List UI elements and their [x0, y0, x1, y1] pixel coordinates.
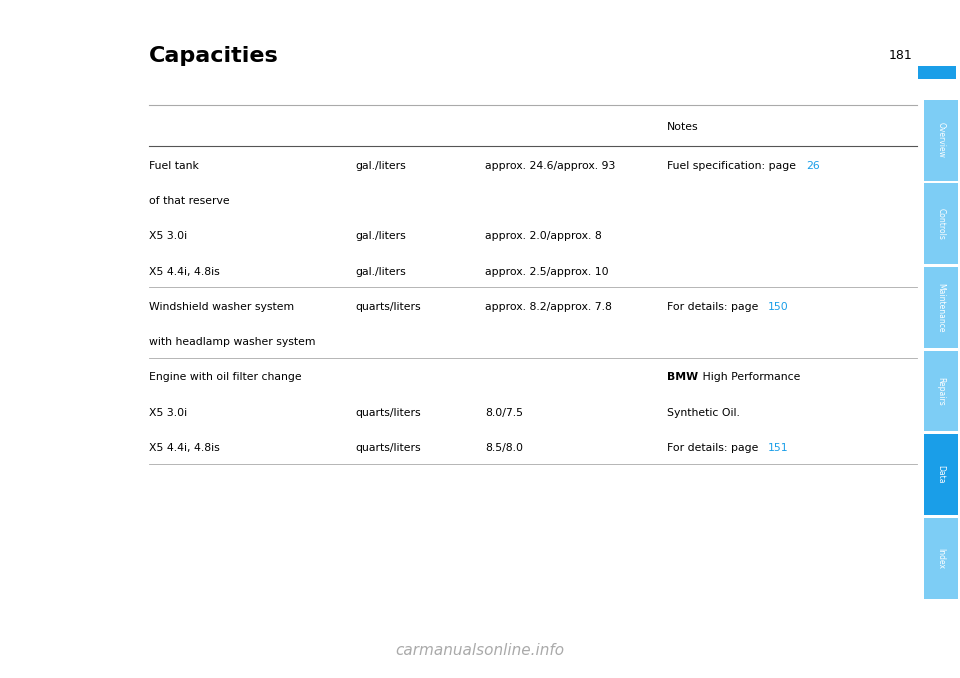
FancyBboxPatch shape [918, 66, 956, 79]
Text: High Performance: High Performance [699, 372, 801, 382]
Text: quarts/liters: quarts/liters [355, 443, 420, 453]
Text: approx. 2.0/approx. 8: approx. 2.0/approx. 8 [485, 231, 602, 241]
Text: quarts/liters: quarts/liters [355, 302, 420, 312]
Text: gal./liters: gal./liters [355, 266, 406, 277]
Text: 8.0/7.5: 8.0/7.5 [485, 407, 523, 418]
Text: Data: Data [936, 465, 946, 484]
Text: Windshield washer system: Windshield washer system [149, 302, 294, 312]
Text: Index: Index [936, 548, 946, 569]
Text: 151: 151 [767, 443, 788, 453]
Text: X5 4.4i, 4.8is: X5 4.4i, 4.8is [149, 443, 220, 453]
Text: Repairs: Repairs [936, 376, 946, 405]
Text: with headlamp washer system: with headlamp washer system [149, 337, 315, 347]
FancyBboxPatch shape [924, 351, 958, 431]
Text: carmanualsonline.info: carmanualsonline.info [396, 643, 564, 658]
Text: Fuel specification: page: Fuel specification: page [667, 161, 800, 171]
Text: Capacities: Capacities [149, 45, 278, 66]
FancyBboxPatch shape [924, 183, 958, 264]
Text: approx. 24.6/approx. 93: approx. 24.6/approx. 93 [485, 161, 615, 171]
Text: For details: page: For details: page [667, 302, 762, 312]
Text: 150: 150 [767, 302, 788, 312]
Text: gal./liters: gal./liters [355, 161, 406, 171]
Text: Notes: Notes [667, 122, 699, 132]
Text: 181: 181 [888, 49, 912, 62]
Text: BMW: BMW [667, 372, 698, 382]
FancyBboxPatch shape [924, 267, 958, 348]
Text: For details: page: For details: page [667, 443, 762, 453]
Text: gal./liters: gal./liters [355, 231, 406, 241]
Text: Engine with oil filter change: Engine with oil filter change [149, 372, 301, 382]
Text: Synthetic Oil.: Synthetic Oil. [667, 407, 740, 418]
Text: 26: 26 [806, 161, 820, 171]
Text: of that reserve: of that reserve [149, 196, 229, 206]
Text: quarts/liters: quarts/liters [355, 407, 420, 418]
Text: approx. 2.5/approx. 10: approx. 2.5/approx. 10 [485, 266, 609, 277]
FancyBboxPatch shape [924, 100, 958, 180]
Text: 8.5/8.0: 8.5/8.0 [485, 443, 523, 453]
FancyBboxPatch shape [924, 434, 958, 515]
Text: Maintenance: Maintenance [936, 283, 946, 332]
Text: X5 3.0i: X5 3.0i [149, 407, 187, 418]
Text: X5 3.0i: X5 3.0i [149, 231, 187, 241]
FancyBboxPatch shape [924, 518, 958, 599]
Text: Overview: Overview [936, 122, 946, 158]
Text: Fuel tank: Fuel tank [149, 161, 199, 171]
Text: approx. 8.2/approx. 7.8: approx. 8.2/approx. 7.8 [485, 302, 612, 312]
Text: X5 4.4i, 4.8is: X5 4.4i, 4.8is [149, 266, 220, 277]
Text: Controls: Controls [936, 207, 946, 240]
